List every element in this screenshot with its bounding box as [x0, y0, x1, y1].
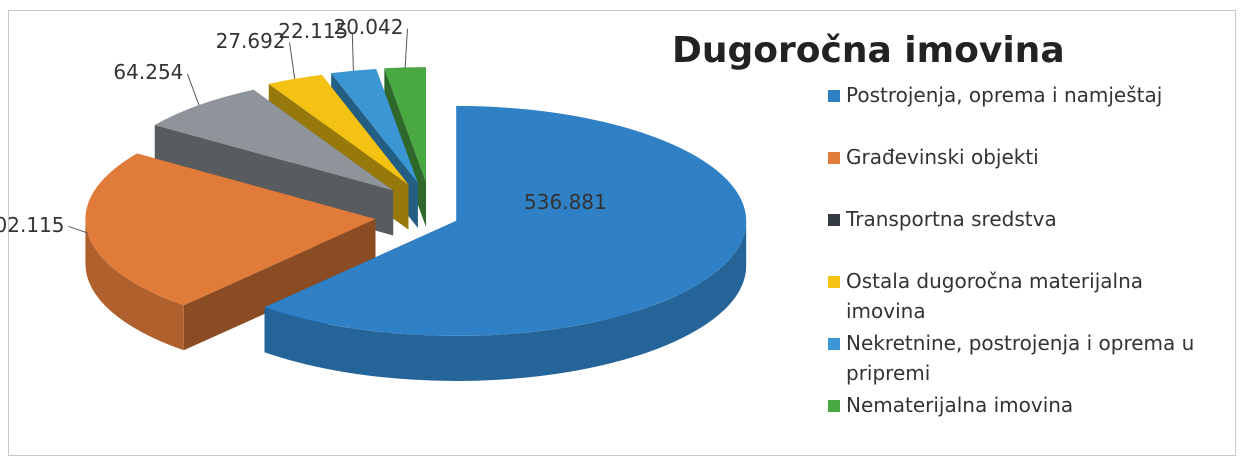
slice — [264, 105, 747, 336]
slice-rim — [85, 219, 184, 351]
data-label: 27.692 — [216, 29, 286, 53]
leader-line — [289, 42, 296, 79]
legend-item: Nekretnine, postrojenja i oprema u pripr… — [828, 328, 1218, 390]
leader-line — [404, 28, 408, 68]
legend-label: Nematerijalna imovina — [846, 393, 1074, 417]
legend-marker — [828, 276, 840, 288]
legend-label: Nekretnine, postrojenja i oprema u pripr… — [846, 331, 1195, 385]
chart-frame — [8, 10, 1236, 456]
legend-item: Nematerijalna imovina — [828, 390, 1218, 452]
legend: Postrojenja, oprema i namještaj Građevins… — [828, 80, 1218, 452]
slice — [85, 153, 376, 306]
legend-item: Transportna sredstva — [828, 204, 1218, 266]
legend-item: Ostala dugoročna materijalna imovina — [828, 266, 1218, 328]
legend-item: Postrojenja, oprema i namještaj — [828, 80, 1218, 142]
chart-title: Dugoročna imovina — [672, 30, 1065, 71]
leader-line — [68, 225, 88, 234]
slice — [331, 69, 418, 183]
data-label: 22.115 — [278, 19, 348, 43]
slice-wall — [183, 219, 376, 351]
slice — [268, 74, 409, 185]
leader-line — [351, 32, 354, 71]
legend-item: Građevinski objekti — [828, 142, 1218, 204]
legend-label: Postrojenja, oprema i namještaj — [846, 83, 1163, 107]
data-label: 64.254 — [113, 60, 183, 84]
data-label: 20.042 — [333, 15, 403, 39]
legend-label: Transportna sredstva — [846, 207, 1057, 231]
legend-label: Građevinski objekti — [846, 145, 1039, 169]
legend-marker — [828, 400, 840, 412]
slice — [154, 89, 394, 191]
legend-marker — [828, 90, 840, 102]
data-label: 536.881 — [524, 190, 607, 214]
legend-marker — [828, 214, 840, 226]
slice — [384, 67, 427, 183]
legend-label: Ostala dugoročna materijalna imovina — [846, 269, 1144, 323]
slice-rim — [264, 220, 747, 381]
leader-line — [186, 73, 200, 106]
legend-marker — [828, 338, 840, 350]
data-label: 202.115 — [0, 213, 65, 237]
legend-marker — [828, 152, 840, 164]
